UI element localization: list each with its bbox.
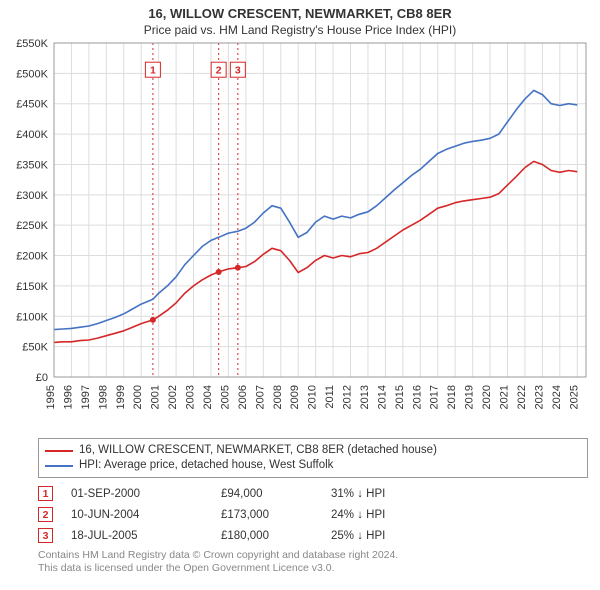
svg-text:2024: 2024 [551,385,563,409]
svg-text:£550K: £550K [16,38,48,50]
table-row: 2 10-JUN-2004 £173,000 24% ↓ HPI [38,507,588,522]
svg-text:2021: 2021 [499,385,511,409]
svg-text:1999: 1999 [115,385,127,409]
transaction-date: 18-JUL-2005 [71,530,221,542]
svg-text:£350K: £350K [16,159,48,171]
svg-text:2008: 2008 [272,385,284,409]
transaction-price: £180,000 [221,530,331,542]
transaction-marker-icon: 1 [38,486,53,501]
svg-text:2025: 2025 [568,385,580,409]
svg-text:£50K: £50K [22,342,48,354]
transaction-date: 10-JUN-2004 [71,509,221,521]
legend-label-property: 16, WILLOW CRESCENT, NEWMARKET, CB8 8ER … [79,443,437,458]
svg-text:2020: 2020 [481,385,493,409]
transaction-price: £94,000 [221,488,331,500]
svg-text:£200K: £200K [16,251,48,263]
svg-text:2018: 2018 [446,385,458,409]
transaction-pct: 31% ↓ HPI [331,488,385,500]
svg-text:2: 2 [216,65,222,77]
svg-text:1998: 1998 [97,385,109,409]
svg-text:£500K: £500K [16,68,48,80]
svg-text:£450K: £450K [16,99,48,111]
svg-text:1996: 1996 [62,385,74,409]
svg-text:2010: 2010 [307,385,319,409]
svg-text:1997: 1997 [80,385,92,409]
page-title: 16, WILLOW CRESCENT, NEWMARKET, CB8 8ER [0,0,600,21]
svg-text:£100K: £100K [16,311,48,323]
svg-text:£300K: £300K [16,190,48,202]
legend-swatch-hpi [45,465,73,467]
page-subtitle: Price paid vs. HM Land Registry's House … [0,21,600,37]
transaction-pct: 25% ↓ HPI [331,530,385,542]
transaction-pct: 24% ↓ HPI [331,509,385,521]
attribution-footer: Contains HM Land Registry data © Crown c… [38,549,588,575]
legend-row-property: 16, WILLOW CRESCENT, NEWMARKET, CB8 8ER … [45,443,581,458]
svg-text:2017: 2017 [429,385,441,409]
svg-text:£0: £0 [36,372,48,384]
svg-text:2002: 2002 [167,385,179,409]
transaction-date: 01-SEP-2000 [71,488,221,500]
svg-text:1995: 1995 [45,385,57,409]
svg-text:£400K: £400K [16,129,48,141]
svg-text:2015: 2015 [394,385,406,409]
svg-text:2000: 2000 [132,385,144,409]
svg-text:£150K: £150K [16,281,48,293]
svg-text:2007: 2007 [254,385,266,409]
transaction-price: £173,000 [221,509,331,521]
svg-text:2005: 2005 [219,385,231,409]
table-row: 1 01-SEP-2000 £94,000 31% ↓ HPI [38,486,588,501]
transaction-marker-icon: 3 [38,528,53,543]
svg-text:2009: 2009 [289,385,301,409]
svg-text:2022: 2022 [516,385,528,409]
footer-line: This data is licensed under the Open Gov… [38,562,588,575]
svg-text:2004: 2004 [202,385,214,409]
svg-text:2014: 2014 [376,385,388,409]
footer-line: Contains HM Land Registry data © Crown c… [38,549,588,562]
price-chart: £0 £50K £100K £150K £200K £250K £300K £350K £400… [0,37,600,432]
transaction-marker-icon: 2 [38,507,53,522]
svg-text:2003: 2003 [185,385,197,409]
svg-text:2011: 2011 [324,385,336,409]
svg-text:2013: 2013 [359,385,371,409]
svg-text:2016: 2016 [411,385,423,409]
legend-swatch-property [45,450,73,452]
svg-text:2006: 2006 [237,385,249,409]
svg-text:2019: 2019 [464,385,476,409]
svg-text:2012: 2012 [342,385,354,409]
table-row: 3 18-JUL-2005 £180,000 25% ↓ HPI [38,528,588,543]
svg-text:£250K: £250K [16,220,48,232]
chart-legend: 16, WILLOW CRESCENT, NEWMARKET, CB8 8ER … [38,438,588,478]
svg-text:2001: 2001 [150,385,162,409]
legend-label-hpi: HPI: Average price, detached house, West… [79,458,333,473]
svg-text:2023: 2023 [533,385,545,409]
transactions-table: 1 01-SEP-2000 £94,000 31% ↓ HPI 2 10-JUN… [38,486,588,543]
legend-row-hpi: HPI: Average price, detached house, West… [45,458,581,473]
svg-text:3: 3 [235,65,241,77]
svg-text:1: 1 [150,65,156,77]
